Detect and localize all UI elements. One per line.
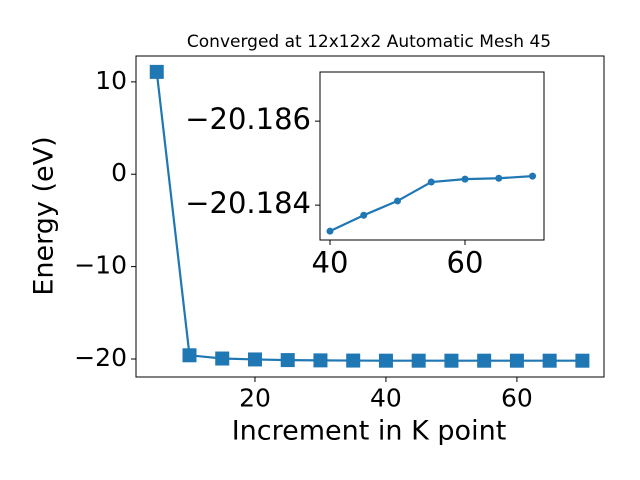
x-tick-label: 20 [239, 384, 271, 413]
marker [313, 353, 328, 368]
marker [542, 353, 557, 368]
marker [346, 353, 361, 368]
marker [360, 211, 368, 219]
y-tick-label: 10 [95, 66, 127, 95]
marker [575, 353, 590, 368]
y-tick-label: −20.186 [185, 102, 311, 136]
marker [444, 353, 459, 368]
x-axis-label: Increment in K point [232, 416, 507, 447]
y-tick-label: −20 [74, 343, 127, 372]
chart-title: Converged at 12x12x2 Automatic Mesh 45 [187, 32, 551, 52]
marker [149, 64, 164, 79]
marker [247, 352, 262, 367]
plot-area [319, 71, 545, 241]
marker [411, 353, 426, 368]
marker [280, 353, 295, 368]
x-tick-label: 40 [312, 246, 349, 280]
y-tick-label: −10 [74, 251, 127, 280]
marker [215, 351, 230, 366]
x-tick-label: 60 [501, 384, 533, 413]
marker [495, 174, 503, 182]
y-tick-label: 0 [111, 158, 127, 187]
marker [477, 353, 492, 368]
marker [427, 178, 435, 186]
x-tick-label: 40 [370, 384, 402, 413]
marker [509, 353, 524, 368]
marker [529, 172, 537, 180]
marker [182, 348, 197, 363]
marker [461, 175, 469, 183]
marker [378, 353, 393, 368]
y-axis-label: Energy (eV) [29, 136, 60, 295]
x-tick-label: 60 [447, 246, 484, 280]
marker [394, 197, 402, 205]
marker [326, 227, 334, 235]
y-tick-label: −20.184 [185, 186, 311, 220]
